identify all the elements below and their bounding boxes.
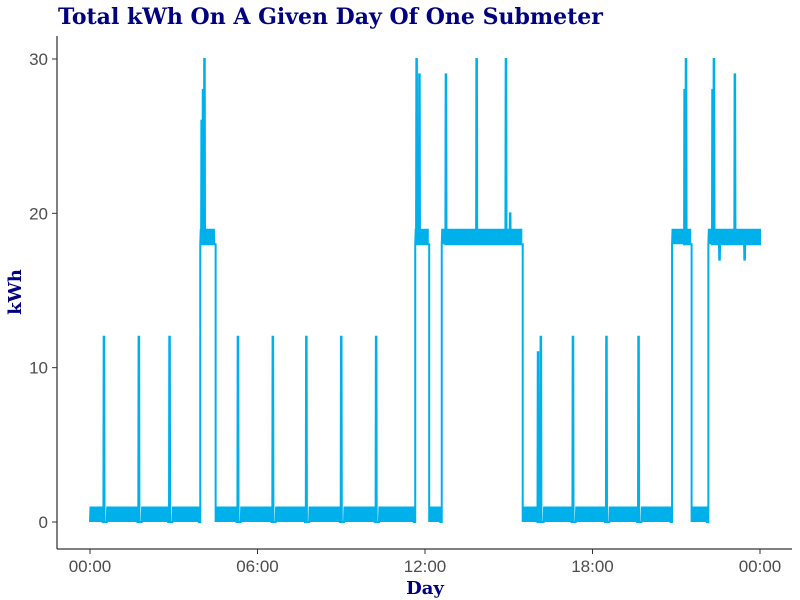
x-tick-label: 00:00 bbox=[69, 557, 112, 576]
x-tick-label: 12:00 bbox=[404, 557, 447, 576]
y-tick-label: 0 bbox=[39, 513, 48, 532]
x-axis-title: Day bbox=[406, 578, 444, 599]
series-layer bbox=[89, 58, 761, 523]
x-tick-label: 18:00 bbox=[571, 557, 614, 576]
x-axis-ticks: 00:00 06:00 12:00 18:00 00:00 bbox=[69, 549, 782, 576]
y-axis-title: kWh bbox=[5, 269, 26, 315]
x-tick-label: 06:00 bbox=[236, 557, 279, 576]
chart-title: Total kWh On A Given Day Of One Submeter bbox=[58, 4, 603, 30]
y-tick-label: 30 bbox=[29, 50, 48, 69]
y-tick-label: 20 bbox=[29, 204, 48, 223]
y-axis-ticks: 0 10 20 30 bbox=[29, 50, 57, 532]
x-tick-label: 00:00 bbox=[739, 557, 782, 576]
y-tick-label: 10 bbox=[29, 359, 48, 378]
series-line bbox=[89, 58, 761, 523]
